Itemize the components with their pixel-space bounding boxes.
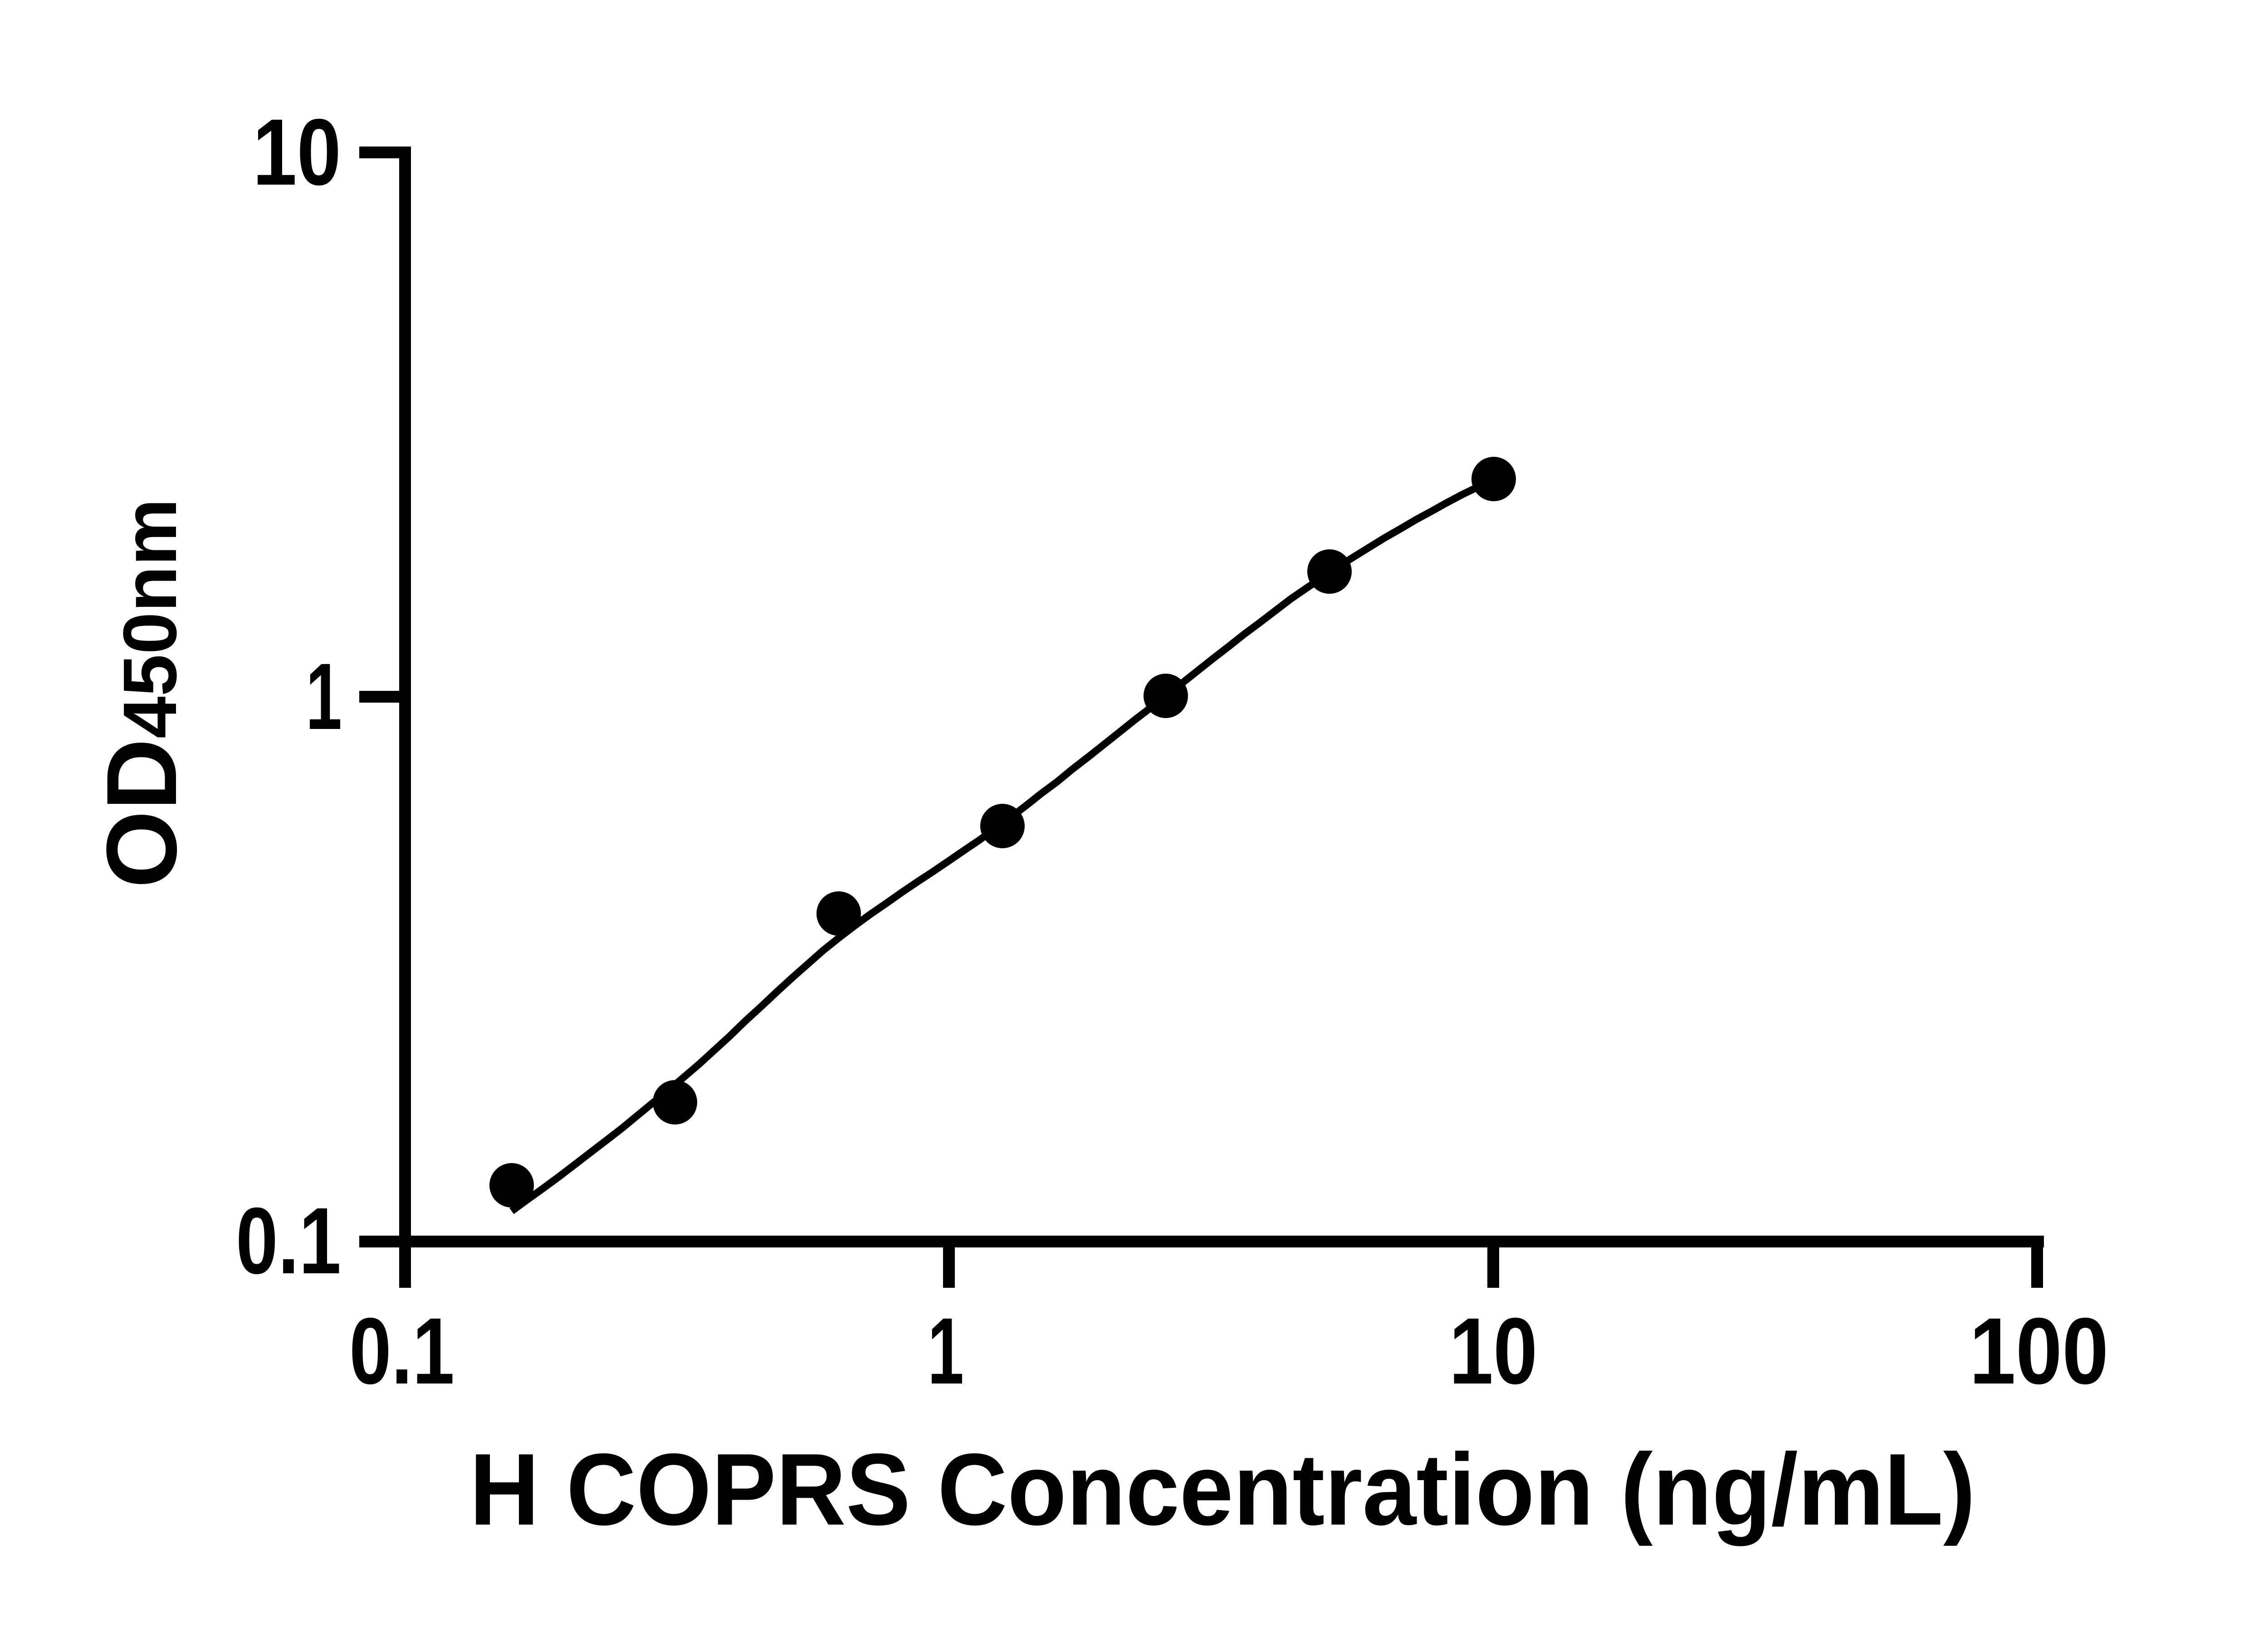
svg-text:1: 1 xyxy=(928,1299,964,1404)
svg-text:100: 100 xyxy=(1970,1299,2109,1404)
svg-text:OD450nm: OD450nm xyxy=(86,499,197,888)
svg-text:10: 10 xyxy=(1449,1299,1538,1404)
svg-text:10: 10 xyxy=(253,100,341,205)
svg-text:H COPRS Concentration (ng/mL): H COPRS Concentration (ng/mL) xyxy=(469,1432,1975,1546)
svg-text:0.1: 0.1 xyxy=(236,1188,341,1294)
svg-text:0.1: 0.1 xyxy=(349,1299,455,1404)
svg-text:1: 1 xyxy=(306,644,342,749)
